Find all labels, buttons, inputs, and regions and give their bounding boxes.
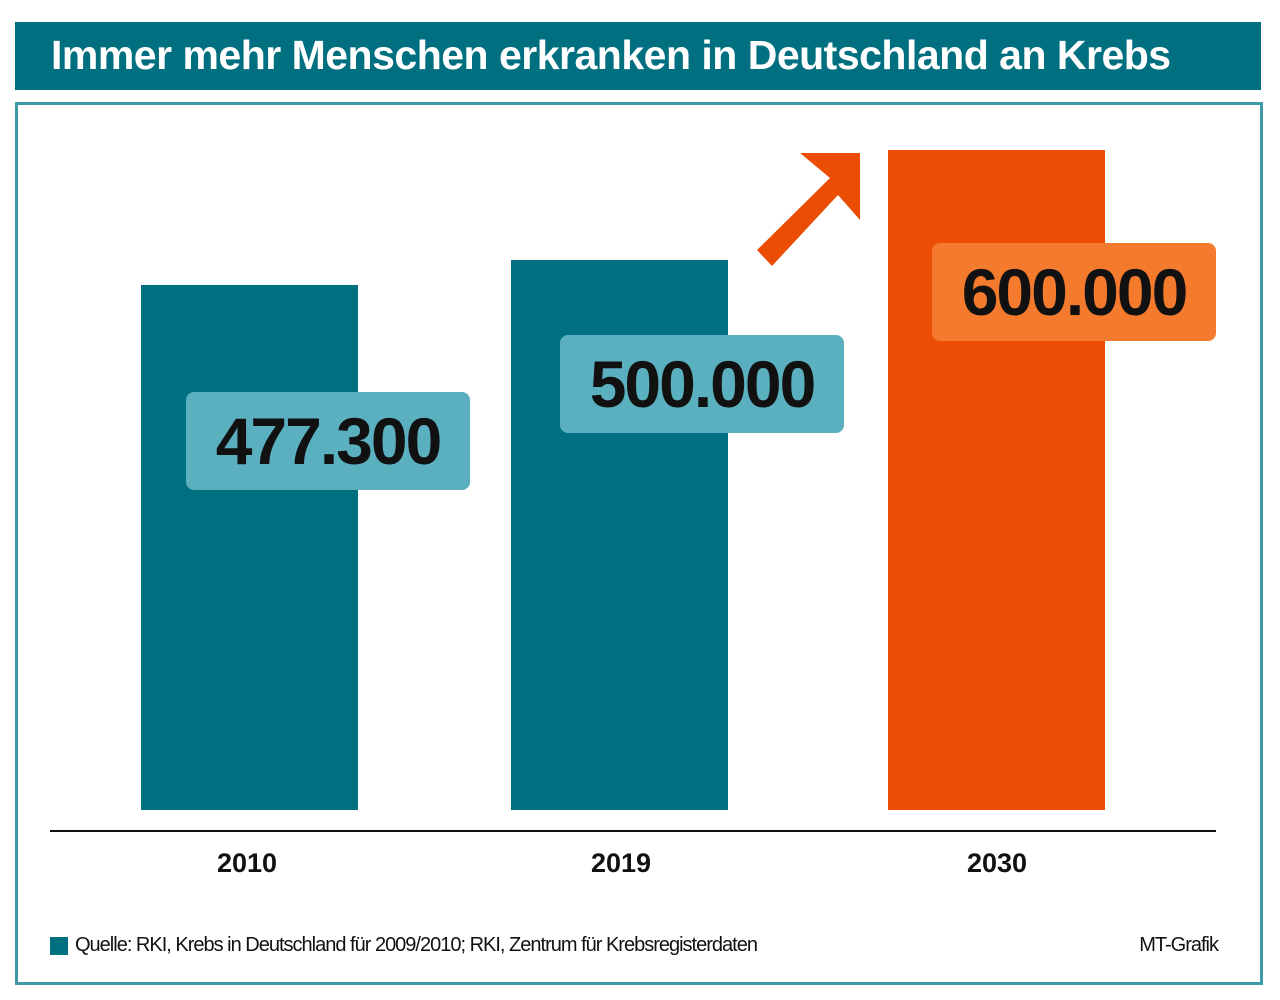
legend-square-icon xyxy=(50,936,68,955)
bar-2010 xyxy=(141,284,358,811)
chart-title: Immer mehr Menschen erkranken in Deutsch… xyxy=(51,32,1171,78)
up-right-arrow-icon xyxy=(757,153,860,266)
x-tick-label: 2019 xyxy=(590,848,652,878)
data-label: 600.000 xyxy=(932,243,1216,341)
source-text: Quelle: RKI, Krebs in Deutschland für 20… xyxy=(75,934,758,956)
chart-frame xyxy=(15,102,1263,985)
x-tick-label: 2010 xyxy=(216,848,278,878)
x-tick-label: 2030 xyxy=(966,848,1028,878)
credit-text: MT-Grafik xyxy=(1139,934,1219,956)
source-note: Quelle: RKI, Krebs in Deutschland für 20… xyxy=(50,934,758,957)
data-label: 477.300 xyxy=(186,392,470,490)
title-bar: Immer mehr Menschen erkranken in Deutsch… xyxy=(15,22,1261,90)
data-label: 500.000 xyxy=(560,335,844,433)
